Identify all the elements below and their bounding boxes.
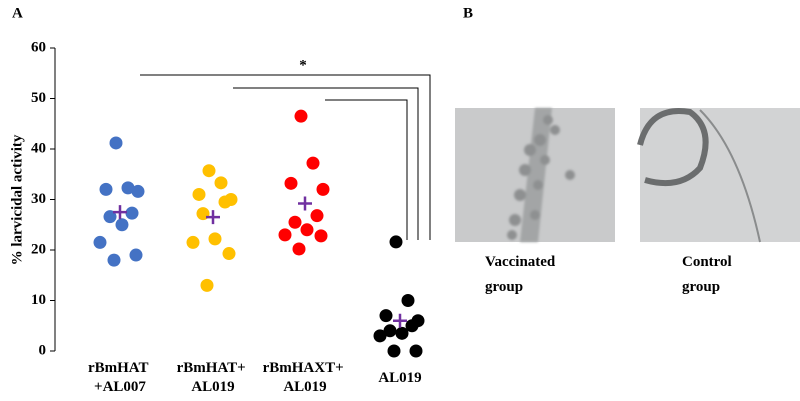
data-point [107,253,121,267]
data-point [373,329,387,343]
y-tick-label: 10 [31,292,46,308]
y-tick-label: 50 [31,90,46,106]
y-tick-label: 30 [31,191,46,207]
data-point [310,209,324,223]
data-point [99,182,113,196]
image-caption: Control group [682,254,735,295]
mean-marker [298,196,312,211]
data-point [93,235,107,249]
image-control [637,108,800,243]
data-point [401,294,415,307]
x-tick-label: rBmHAT+ AL019 [177,360,250,395]
data-point [202,164,216,178]
data-point [316,182,330,196]
significance-bracket [325,99,408,240]
significance-bracket [140,74,431,240]
y-tick-label: 40 [31,140,46,156]
significance-bracket [233,87,419,240]
data-point [121,181,135,195]
data-point [115,218,129,232]
data-point [379,309,393,323]
data-point [300,223,314,237]
image-vaccinated [455,108,615,242]
data-point [109,136,123,150]
data-point [292,242,306,256]
data-point [208,232,222,246]
y-tick-label: 60 [31,39,46,55]
x-tick-label: rBmHAT +AL007 [88,360,152,395]
data-point [200,278,214,292]
data-point [395,326,409,340]
data-point [278,228,292,242]
data-point [214,176,228,190]
data-point [409,344,423,358]
data-point [389,235,403,249]
data-point [288,215,302,229]
data-point [405,319,419,333]
data-point [218,195,232,209]
x-tick-label: rBmHAXT+ AL019 [263,360,348,395]
data-point [387,344,401,358]
data-point [131,184,145,198]
y-axis-label: % larvicidal activity [9,134,25,265]
y-tick-label: 0 [39,342,47,358]
data-point [186,235,200,249]
x-tick-label: AL019 [378,370,421,386]
mean-marker [393,313,407,328]
data-point [314,229,328,243]
data-point [284,176,298,190]
data-point [103,210,117,224]
data-point [222,247,236,261]
mean-marker [206,210,220,225]
y-tick-label: 20 [31,241,46,257]
data-point [383,324,397,338]
image-caption: Vaccinated group [485,254,559,295]
panel-label: A [12,5,23,21]
panel-label: B [463,5,473,21]
data-point [192,187,206,201]
data-point [306,156,320,170]
annotation: * [299,57,307,73]
data-point [294,109,308,123]
mean-marker [113,205,127,220]
data-point [125,206,139,220]
data-point [129,248,143,262]
